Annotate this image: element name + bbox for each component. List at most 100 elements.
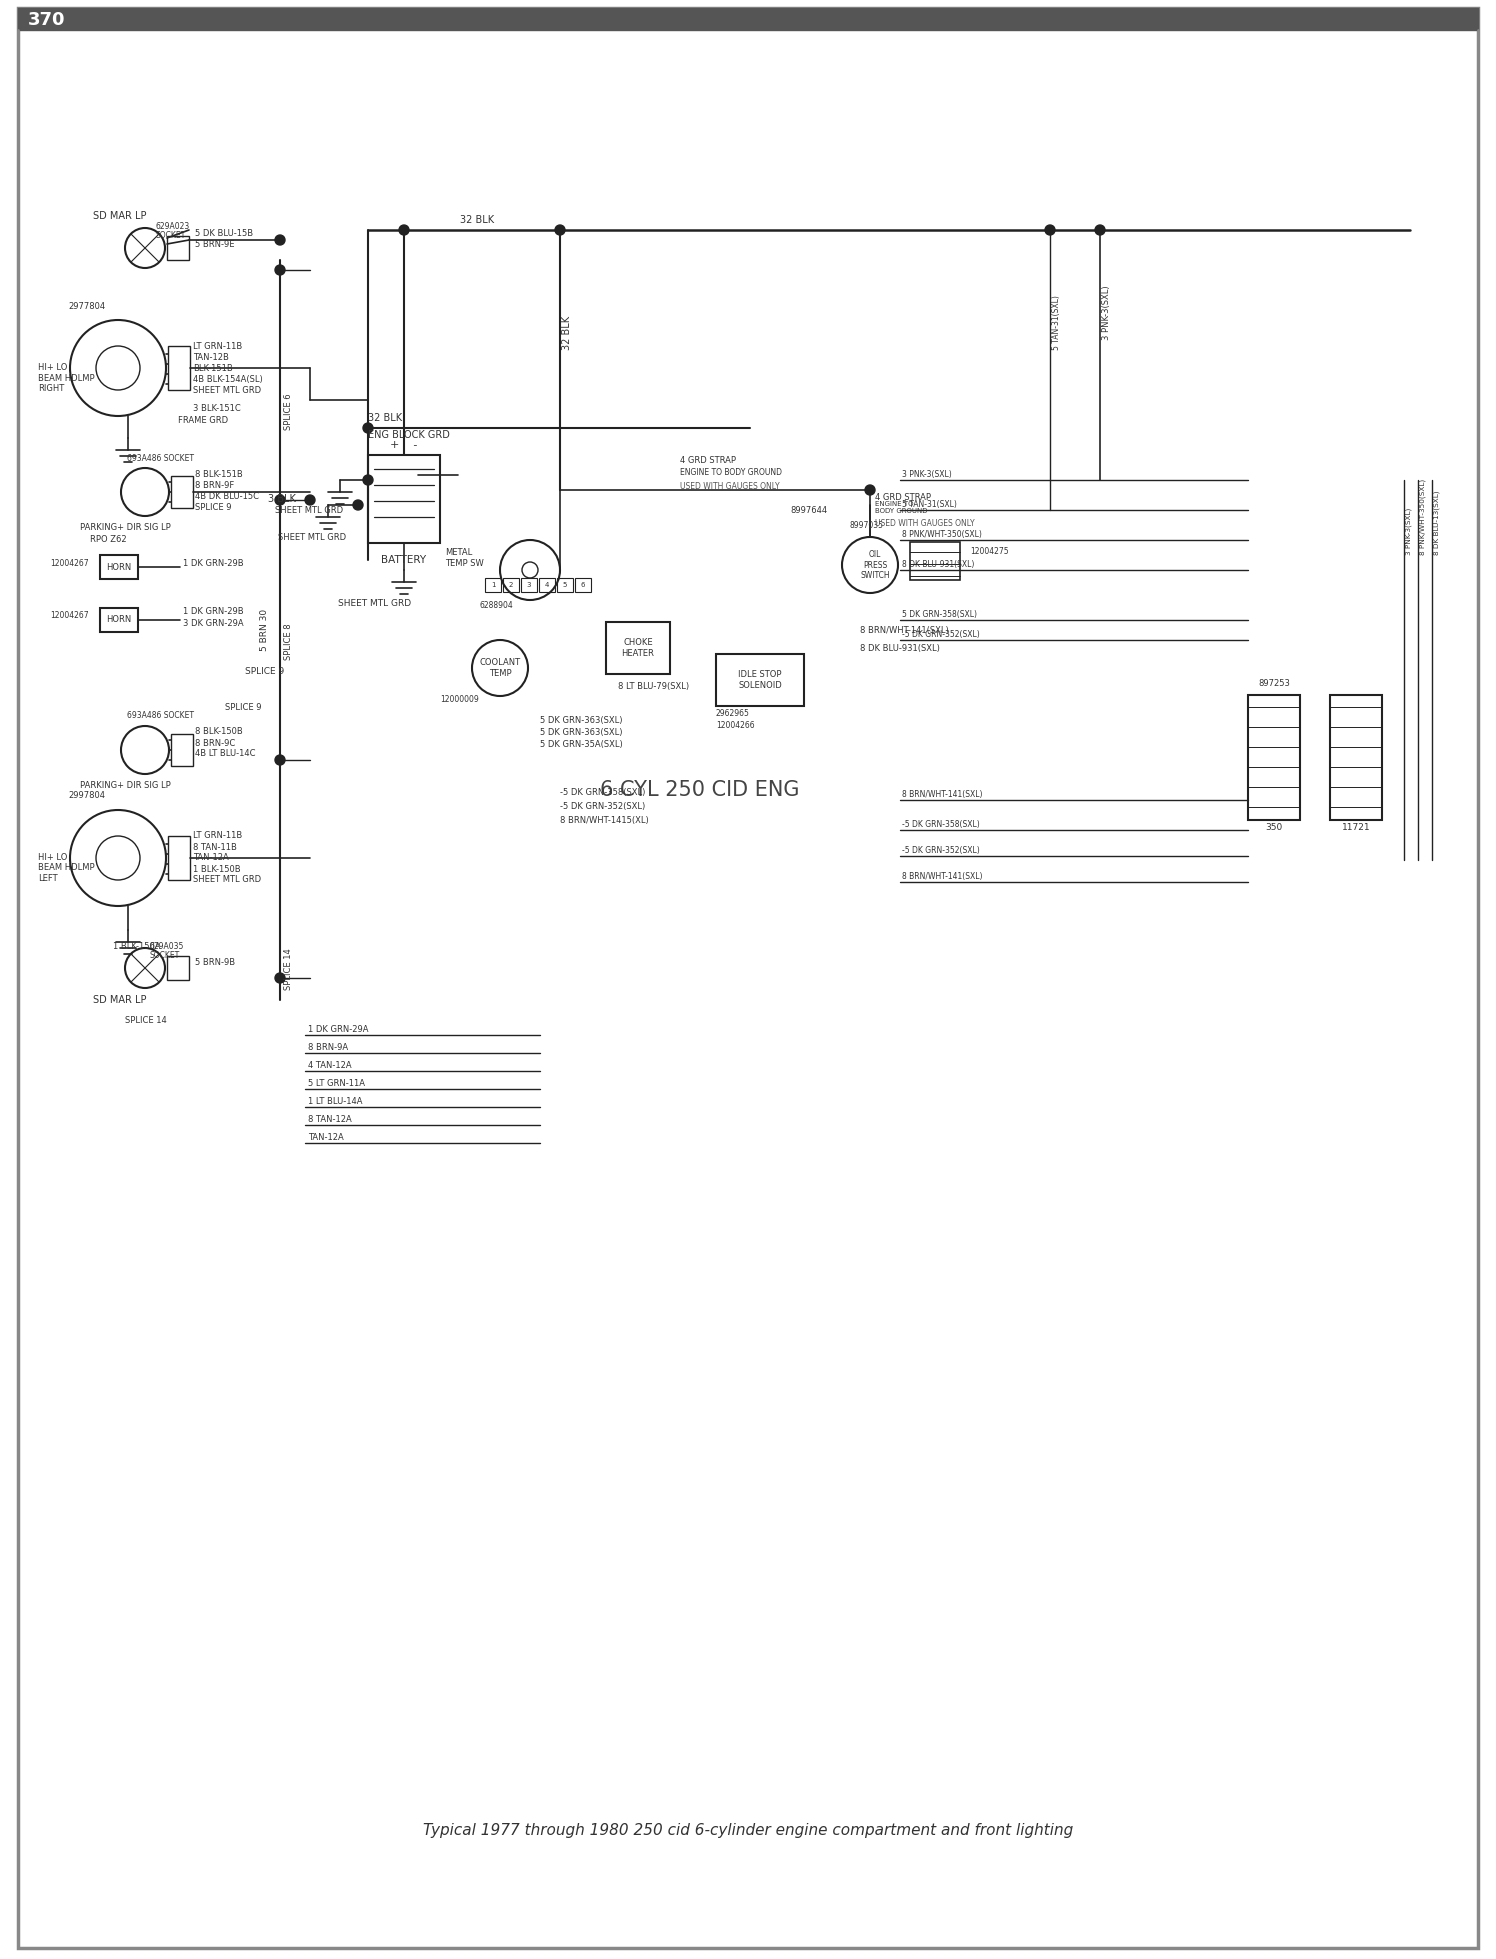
Text: 2: 2 xyxy=(509,582,513,588)
Text: 4 TAN-12A: 4 TAN-12A xyxy=(308,1060,352,1070)
Text: SHEET MTL GRD: SHEET MTL GRD xyxy=(278,533,346,541)
Text: 5 BRN-9E: 5 BRN-9E xyxy=(194,239,235,249)
Text: 4: 4 xyxy=(545,582,549,588)
Text: 11721: 11721 xyxy=(1342,823,1370,831)
Text: 8 DK BLU-931(SXL): 8 DK BLU-931(SXL) xyxy=(860,643,939,652)
Circle shape xyxy=(275,754,286,766)
Text: Typical 1977 through 1980 250 cid 6-cylinder engine compartment and front lighti: Typical 1977 through 1980 250 cid 6-cyli… xyxy=(423,1822,1073,1838)
Circle shape xyxy=(305,496,316,505)
Text: 8 DK BLU-13(SXL): 8 DK BLU-13(SXL) xyxy=(1435,490,1441,554)
Text: 2997804: 2997804 xyxy=(67,791,105,801)
Text: 3 PNK-3(SXL): 3 PNK-3(SXL) xyxy=(1103,286,1112,341)
Text: SD MAR LP: SD MAR LP xyxy=(93,212,147,221)
Text: SD MAR LP: SD MAR LP xyxy=(93,995,147,1005)
Text: SHEET MTL GRD: SHEET MTL GRD xyxy=(275,505,343,515)
Bar xyxy=(557,578,573,592)
Text: TAN-12A: TAN-12A xyxy=(193,854,229,862)
Bar xyxy=(100,554,138,580)
Bar xyxy=(168,956,188,980)
Bar xyxy=(168,836,190,880)
Text: 5 TAN-31(SXL): 5 TAN-31(SXL) xyxy=(1052,296,1061,351)
Text: -5 DK GRN-352(SXL): -5 DK GRN-352(SXL) xyxy=(902,629,980,639)
Text: 8 BRN/WHT-141(SXL): 8 BRN/WHT-141(SXL) xyxy=(902,872,983,880)
Bar xyxy=(168,235,188,261)
Circle shape xyxy=(275,496,286,505)
Text: 8 BRN/WHT-141(SXL): 8 BRN/WHT-141(SXL) xyxy=(902,789,983,799)
Circle shape xyxy=(555,225,565,235)
Text: 3: 3 xyxy=(527,582,531,588)
Text: 1 DK GRN-29B: 1 DK GRN-29B xyxy=(183,558,244,568)
Bar xyxy=(1330,695,1382,821)
Text: HORN: HORN xyxy=(106,615,132,625)
Text: SHEET MTL GRD: SHEET MTL GRD xyxy=(338,599,411,607)
Text: HI+ LO
BEAM HDLMP
LEFT: HI+ LO BEAM HDLMP LEFT xyxy=(37,852,94,884)
Text: 8997035: 8997035 xyxy=(850,521,884,529)
Text: SPLICE 6: SPLICE 6 xyxy=(284,394,293,429)
Text: SPLICE 8: SPLICE 8 xyxy=(284,623,293,660)
Text: 2977804: 2977804 xyxy=(67,302,105,310)
Text: IDLE STOP
SOLENOID: IDLE STOP SOLENOID xyxy=(738,670,782,690)
Text: 8 BRN/WHT-1415(XL): 8 BRN/WHT-1415(XL) xyxy=(560,815,649,825)
Text: 8 LT BLU-79(SXL): 8 LT BLU-79(SXL) xyxy=(618,682,690,690)
Text: FRAME GRD: FRAME GRD xyxy=(178,415,227,425)
Text: 8 TAN-12A: 8 TAN-12A xyxy=(308,1115,352,1124)
Text: 6 CYL 250 CID ENG: 6 CYL 250 CID ENG xyxy=(600,780,800,799)
Text: 8 PNK/WHT-350(SXL): 8 PNK/WHT-350(SXL) xyxy=(1420,478,1427,554)
Text: 5 DK BLU-15B: 5 DK BLU-15B xyxy=(194,229,253,237)
Circle shape xyxy=(364,423,373,433)
Bar xyxy=(717,654,803,705)
Text: BATTERY: BATTERY xyxy=(381,554,426,564)
Text: 897253: 897253 xyxy=(1258,678,1290,688)
Bar xyxy=(503,578,519,592)
Circle shape xyxy=(865,486,875,496)
Text: 8 DK BLU-931(SXL): 8 DK BLU-931(SXL) xyxy=(902,560,974,568)
Text: 6: 6 xyxy=(580,582,585,588)
Text: 4 GRD STRAP: 4 GRD STRAP xyxy=(875,492,931,502)
Text: PARKING+ DIR SIG LP: PARKING+ DIR SIG LP xyxy=(79,782,171,791)
Bar xyxy=(168,347,190,390)
Text: 1 LT BLU-14A: 1 LT BLU-14A xyxy=(308,1097,362,1105)
Text: TAN-12A: TAN-12A xyxy=(308,1132,344,1142)
Text: 5 DK GRN-35A(SXL): 5 DK GRN-35A(SXL) xyxy=(540,739,622,748)
Text: 4B DK BLU-15C: 4B DK BLU-15C xyxy=(194,492,259,500)
Text: -5 DK GRN-358(SXL): -5 DK GRN-358(SXL) xyxy=(560,788,645,797)
Text: SHEET MTL GRD: SHEET MTL GRD xyxy=(193,876,262,885)
Text: 12004266: 12004266 xyxy=(717,721,754,731)
Text: 3 PNK-3(SXL): 3 PNK-3(SXL) xyxy=(902,470,951,478)
Text: TAN-12B: TAN-12B xyxy=(193,353,229,362)
Text: SPLICE 9: SPLICE 9 xyxy=(245,668,284,676)
Text: HI+ LO
BEAM HDLMP
RIGHT: HI+ LO BEAM HDLMP RIGHT xyxy=(37,362,94,394)
Text: 32 BLK: 32 BLK xyxy=(368,413,402,423)
Text: 8 BLK-150B: 8 BLK-150B xyxy=(194,727,242,737)
Text: 1 DK GRN-29A: 1 DK GRN-29A xyxy=(308,1025,368,1034)
Text: 4B LT BLU-14C: 4B LT BLU-14C xyxy=(194,750,256,758)
Circle shape xyxy=(399,225,408,235)
Text: 3 BLK: 3 BLK xyxy=(268,494,296,503)
Text: METAL
TEMP SW: METAL TEMP SW xyxy=(444,549,483,568)
Text: 1 DK GRN-29B: 1 DK GRN-29B xyxy=(183,607,244,617)
Circle shape xyxy=(275,974,286,983)
Text: 8 BRN-9F: 8 BRN-9F xyxy=(194,480,235,490)
Text: 1: 1 xyxy=(491,582,495,588)
Text: 370: 370 xyxy=(28,12,66,29)
Text: 5: 5 xyxy=(562,582,567,588)
Text: 5 DK GRN-363(SXL): 5 DK GRN-363(SXL) xyxy=(540,715,622,725)
Circle shape xyxy=(275,235,286,245)
Text: SPLICE 14: SPLICE 14 xyxy=(126,1015,166,1025)
Text: 350: 350 xyxy=(1266,823,1282,831)
Text: 5 DK GRN-358(SXL): 5 DK GRN-358(SXL) xyxy=(902,609,977,619)
Text: 12004275: 12004275 xyxy=(969,547,1008,556)
Text: RPO Z62: RPO Z62 xyxy=(90,535,127,545)
Text: SHEET MTL GRD: SHEET MTL GRD xyxy=(193,386,262,394)
Text: OIL
PRESS: OIL PRESS xyxy=(863,550,887,570)
Bar xyxy=(1248,695,1300,821)
Text: 4B BLK-154A(SL): 4B BLK-154A(SL) xyxy=(193,374,263,384)
Circle shape xyxy=(275,264,286,274)
Text: 5 BRN-9B: 5 BRN-9B xyxy=(194,958,235,966)
Bar xyxy=(368,454,440,543)
Text: CHOKE
HEATER: CHOKE HEATER xyxy=(621,639,654,658)
Text: SOCKET: SOCKET xyxy=(150,950,180,960)
Text: SPLICE 9: SPLICE 9 xyxy=(194,503,232,511)
Text: 6288904: 6288904 xyxy=(480,601,513,609)
Text: -5 DK GRN-352(SXL): -5 DK GRN-352(SXL) xyxy=(902,846,980,854)
